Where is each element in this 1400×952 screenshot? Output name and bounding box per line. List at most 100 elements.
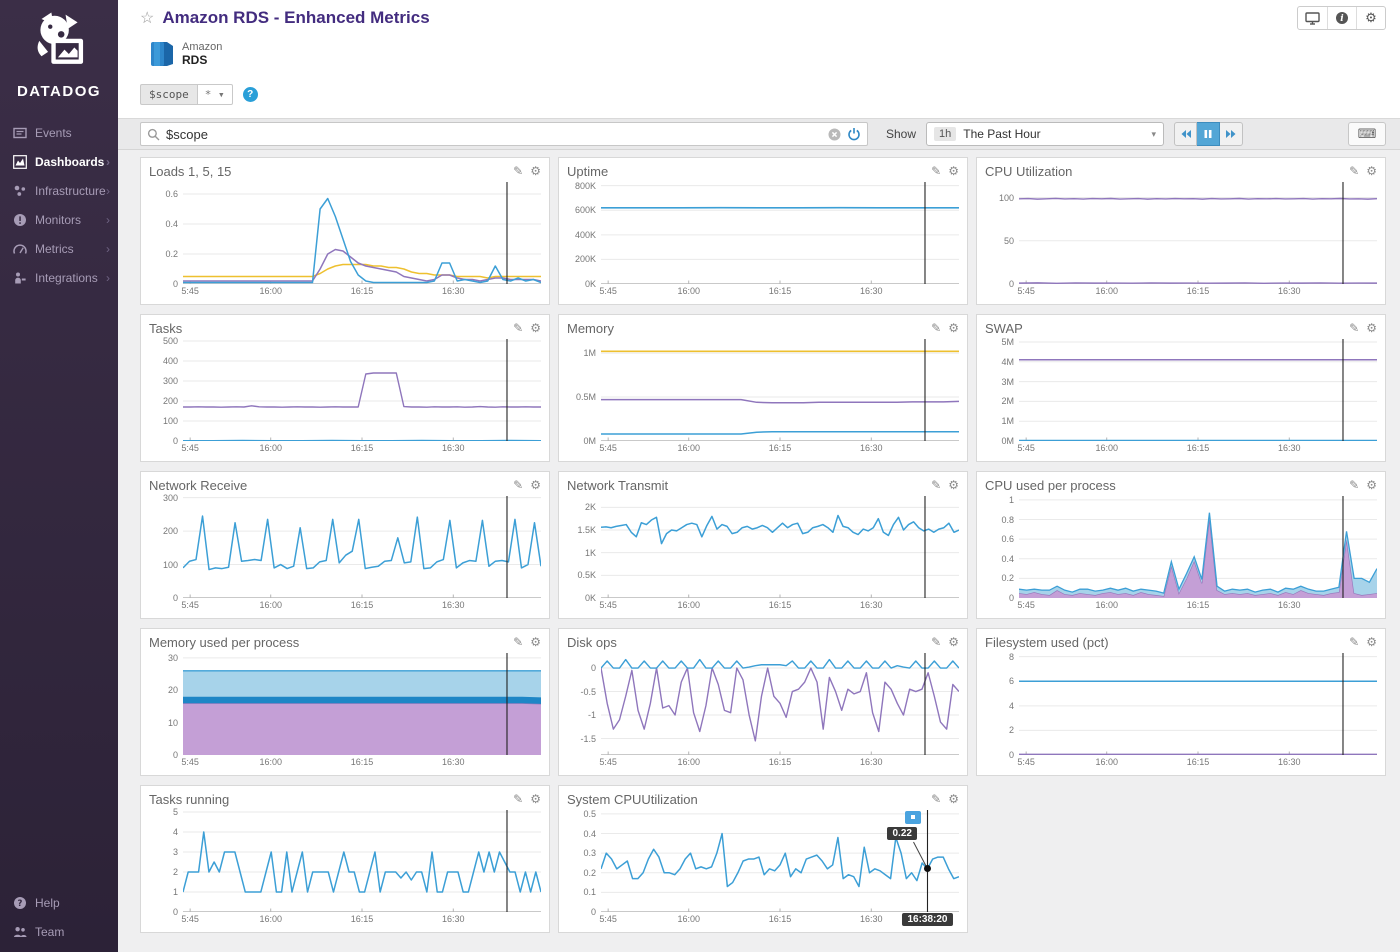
chart-plot[interactable] (601, 337, 960, 442)
sidebar-item-label: Help (35, 895, 60, 910)
edit-pencil-icon[interactable]: ✎ (931, 635, 942, 649)
forward-button[interactable] (1220, 122, 1244, 146)
time-range-select[interactable]: 1h The Past Hour ▾ (926, 122, 1165, 146)
chart-plot[interactable] (600, 494, 960, 599)
settings-gear-button[interactable]: ⚙ (1356, 7, 1385, 29)
chart-plot[interactable] (183, 651, 542, 756)
chart-card-memory_per_process: Memory used per process ✎ ⚙ 30 20 10 0 5:45 16:0… (140, 628, 550, 776)
chart-settings-gear-icon[interactable]: ⚙ (948, 792, 959, 806)
chart-plot[interactable] (1018, 180, 1378, 285)
info-button[interactable]: i (1327, 7, 1356, 29)
edit-pencil-icon[interactable]: ✎ (513, 635, 524, 649)
chart-plot[interactable] (1019, 651, 1377, 756)
chart-title: Disk ops (567, 634, 617, 650)
chart-settings-gear-icon[interactable]: ⚙ (948, 635, 959, 649)
tv-mode-button[interactable] (1298, 7, 1327, 29)
chart-plot[interactable] (183, 337, 542, 442)
sidebar-nav-bottom: ? Help Team (0, 888, 118, 946)
y-axis-labels: 300 200 100 0 (162, 492, 178, 603)
chart-title: Network Receive (149, 477, 248, 493)
keyboard-shortcuts-button[interactable]: ⌨ (1348, 122, 1386, 146)
edit-pencil-icon[interactable]: ✎ (931, 321, 942, 335)
chart-title: Uptime (567, 163, 609, 179)
live-stream-power-icon[interactable] (847, 127, 861, 141)
edit-pencil-icon[interactable]: ✎ (513, 321, 524, 335)
rds-label-line2: RDS (182, 53, 208, 67)
y-axis-labels: 0.6 0.4 0.2 0 (165, 189, 178, 289)
search-box[interactable] (140, 122, 868, 146)
rewind-icon (1181, 130, 1191, 138)
chart-card-swap: SWAP ✎ ⚙ 5M 4M 3M 2M 1M 0M 5:45 16:00 16:15 16:30 (976, 314, 1386, 462)
y-axis-labels: 0.5 0.4 0.3 0.2 0.1 0 (583, 808, 596, 917)
chart-settings-gear-icon[interactable]: ⚙ (530, 635, 541, 649)
sidebar-item-metrics[interactable]: Metrics › (0, 234, 118, 263)
sidebar-item-events[interactable]: Events (0, 118, 118, 147)
edit-pencil-icon[interactable]: ✎ (931, 164, 942, 178)
sidebar-item-monitors[interactable]: Monitors › (0, 205, 118, 234)
chart-settings-gear-icon[interactable]: ⚙ (1366, 164, 1377, 178)
pause-button[interactable] (1197, 122, 1221, 146)
header: ☆ Amazon RDS - Enhanced Metrics i ⚙ (118, 0, 1400, 118)
y-axis-labels: 30 20 10 0 (167, 652, 178, 760)
x-axis-labels: 5:45 16:00 16:15 16:30 (599, 757, 883, 767)
chart-settings-gear-icon[interactable]: ⚙ (530, 478, 541, 492)
sidebar: DATADOG Events Dashboards › Infrastructure ›… (0, 0, 118, 952)
chart-plot[interactable] (183, 180, 542, 285)
edit-pencil-icon[interactable]: ✎ (1349, 321, 1360, 335)
chart-plot[interactable] (601, 180, 959, 285)
y-axis-labels: 1M 0.5M 0M (575, 348, 596, 446)
search-input[interactable] (166, 126, 822, 142)
chart-title: CPU used per process (985, 477, 1116, 493)
chart-settings-gear-icon[interactable]: ⚙ (1366, 321, 1377, 335)
chart-card-memory: Memory ✎ ⚙ 1M 0.5M 0M 5:45 16:00 16:15 16:30 (558, 314, 968, 462)
scope-template-variable: $scope * ▾ (140, 84, 233, 105)
x-axis-labels: 5:45 16:00 16:15 16:30 (599, 286, 883, 296)
chart-plot[interactable] (182, 494, 542, 599)
clear-search-icon[interactable] (828, 128, 841, 141)
edit-pencil-icon[interactable]: ✎ (513, 164, 524, 178)
integration-icon (13, 271, 35, 285)
edit-pencil-icon[interactable]: ✎ (931, 792, 942, 806)
favorite-star-icon[interactable]: ☆ (140, 10, 155, 27)
info-icon: i (1336, 12, 1348, 24)
y-axis-labels: 100 50 0 (998, 192, 1014, 289)
sidebar-item-help[interactable]: ? Help (0, 888, 118, 917)
chart-settings-gear-icon[interactable]: ⚙ (948, 321, 959, 335)
scope-value-dropdown[interactable]: * ▾ (196, 84, 233, 105)
sidebar-item-team[interactable]: Team (0, 917, 118, 946)
help-circle-icon[interactable]: ? (242, 87, 258, 102)
datadog-logo[interactable]: DATADOG (0, 0, 118, 102)
disk_ops-plot-svg (600, 651, 960, 755)
sidebar-item-dashboards[interactable]: Dashboards › (0, 147, 118, 176)
edit-pencil-icon[interactable]: ✎ (1349, 164, 1360, 178)
chart-title: Filesystem used (pct) (985, 634, 1109, 650)
edit-pencil-icon[interactable]: ✎ (513, 792, 524, 806)
pause-icon (1204, 130, 1212, 138)
chart-settings-gear-icon[interactable]: ⚙ (948, 478, 959, 492)
chart-plot[interactable] (600, 651, 960, 755)
sidebar-item-infrastructure[interactable]: Infrastructure › (0, 176, 118, 205)
cpu_utilization-plot-svg (1018, 180, 1378, 285)
chart-plot[interactable] (182, 808, 542, 913)
sidebar-item-label: Team (35, 924, 65, 939)
scope-key: $scope (140, 84, 197, 105)
chart-settings-gear-icon[interactable]: ⚙ (1366, 635, 1377, 649)
edit-pencil-icon[interactable]: ✎ (1349, 635, 1360, 649)
chart-plot[interactable]: 0.22 16:38:20 (600, 808, 960, 926)
chart-plot[interactable] (1019, 337, 1377, 442)
edit-pencil-icon[interactable]: ✎ (931, 478, 942, 492)
chart-settings-gear-icon[interactable]: ⚙ (948, 164, 959, 178)
chart-settings-gear-icon[interactable]: ⚙ (530, 164, 541, 178)
chart-plot[interactable] (1018, 494, 1378, 599)
sidebar-item-integrations[interactable]: Integrations › (0, 263, 118, 292)
rewind-button[interactable] (1174, 122, 1198, 146)
edit-pencil-icon[interactable]: ✎ (1349, 478, 1360, 492)
chart-settings-gear-icon[interactable]: ⚙ (530, 792, 541, 806)
chart-settings-gear-icon[interactable]: ⚙ (1366, 478, 1377, 492)
chart-settings-gear-icon[interactable]: ⚙ (530, 321, 541, 335)
charts-grid: Loads 1, 5, 15 ✎ ⚙ 0.6 0.4 0.2 0 5:45 16:00 16:15… (118, 150, 1400, 943)
chevron-right-icon: › (106, 270, 110, 285)
edit-pencil-icon[interactable]: ✎ (513, 478, 524, 492)
chart-card-network_transmit: Network Transmit ✎ ⚙ 2K 1.5K 1K 0.5K 0K 5:45 16:0… (558, 471, 968, 619)
amazon-rds-logo: Amazon RDS (148, 40, 1386, 68)
